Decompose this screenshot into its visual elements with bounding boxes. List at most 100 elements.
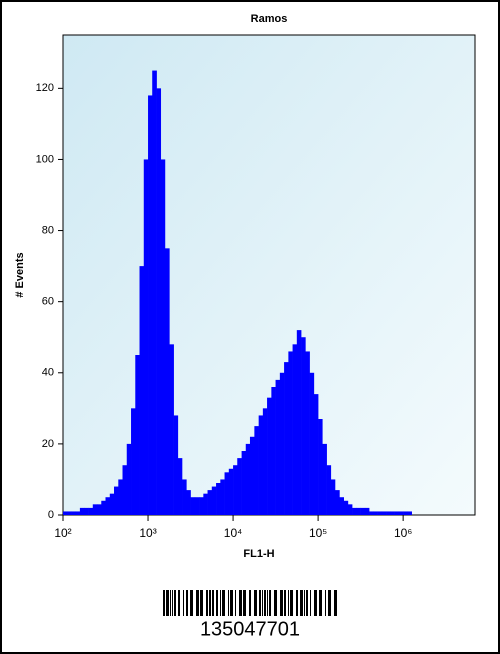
histogram-bar (135, 355, 140, 515)
y-tick-label: 100 (36, 153, 54, 165)
histogram-bar (173, 415, 179, 515)
histogram-bar (334, 490, 340, 515)
histogram-bar (373, 511, 378, 515)
barcode-bar (212, 590, 214, 616)
histogram-bar (258, 415, 264, 515)
barcode-bar (288, 590, 289, 616)
histogram-bar (356, 507, 361, 515)
histogram-bar (71, 511, 76, 515)
barcode-bar (314, 590, 317, 616)
y-tick-label: 20 (42, 438, 54, 450)
barcode-bar (163, 590, 165, 616)
histogram-bar (75, 511, 81, 515)
histogram-bar (407, 511, 412, 515)
histogram-bar (122, 465, 128, 515)
barcode-bar (170, 590, 171, 616)
barcode-bar (264, 590, 266, 616)
histogram-bar (339, 497, 345, 515)
barcode-bar (306, 590, 308, 616)
histogram-bar (199, 497, 204, 515)
histogram-bar (92, 504, 98, 515)
barcode-bar (259, 590, 261, 616)
histogram-bar (279, 372, 285, 515)
histogram-bar (369, 511, 374, 515)
histogram-bar (275, 379, 281, 515)
barcode-bar (284, 590, 286, 616)
barcode-bar (243, 590, 246, 616)
barcode-bar (300, 590, 303, 616)
histogram-bar (182, 479, 187, 515)
histogram-bar (292, 344, 298, 515)
y-tick-label: 60 (42, 296, 54, 308)
histogram-bar (152, 70, 157, 516)
histogram-bar (143, 159, 149, 515)
histogram-bar (296, 330, 302, 515)
barcode-bar (190, 590, 193, 616)
histogram-bar (288, 351, 293, 515)
barcode-bar (172, 590, 173, 616)
barcode-bar (222, 590, 225, 616)
histogram-bar (377, 511, 383, 515)
histogram-bar (301, 337, 306, 515)
histogram-bar (237, 458, 242, 515)
histogram-bar (394, 511, 400, 515)
histogram-bar (364, 507, 370, 515)
histogram-bar (216, 483, 221, 515)
histogram-bar (67, 511, 72, 515)
barcode-bar (228, 590, 229, 616)
histogram-bar (118, 479, 123, 515)
histogram-bar (326, 465, 332, 515)
histogram-bar (109, 493, 115, 515)
x-tick-label: 10⁴ (224, 526, 243, 540)
barcode-bar (319, 590, 322, 616)
histogram-bar (284, 362, 289, 515)
histogram-bar (211, 486, 217, 515)
chart-title: Ramos (251, 13, 288, 25)
barcode-bar (239, 590, 242, 616)
histogram-bar (148, 95, 153, 515)
barcode-bar (269, 590, 271, 616)
histogram-bar (322, 443, 327, 515)
barcode-bar (209, 590, 211, 616)
histogram-bar (84, 507, 89, 515)
barcode-bar (328, 590, 331, 616)
histogram-bar (190, 497, 196, 515)
histogram-bar (96, 504, 102, 515)
histogram-bar (245, 443, 251, 515)
histogram-bar (254, 426, 259, 515)
histogram-bar (233, 465, 238, 515)
histogram-bar (156, 88, 162, 515)
x-tick-label: 10² (54, 526, 71, 540)
histogram-bar (114, 486, 119, 515)
histogram-bar (131, 408, 136, 515)
histogram-bar (262, 408, 268, 515)
histogram-bar (398, 511, 404, 515)
y-axis-label: # Events (14, 252, 26, 297)
histogram-bar (139, 266, 145, 515)
barcode-bar (304, 590, 305, 616)
histogram-bar (390, 511, 395, 515)
histogram-bar (313, 394, 319, 515)
histogram-bar (267, 397, 272, 515)
histogram-bar (347, 504, 353, 515)
histogram-bar (203, 493, 208, 515)
histogram-bar (207, 490, 213, 515)
barcode-bar (200, 590, 203, 616)
barcode-bar (325, 590, 326, 616)
barcode-bar (267, 590, 268, 616)
barcode-number: 135047701 (200, 618, 300, 640)
histogram-bar (352, 507, 357, 515)
histogram-bar (160, 159, 166, 515)
barcode-bar (235, 590, 236, 616)
barcode (163, 590, 337, 616)
barcode-bar (220, 590, 221, 616)
barcode-bar (216, 590, 218, 616)
histogram-bar (164, 248, 170, 516)
barcode-bar (196, 590, 199, 616)
barcode-bar (290, 590, 293, 616)
histogram-bar (186, 490, 191, 515)
histogram-bar (194, 497, 200, 515)
y-tick-label: 120 (36, 82, 54, 94)
